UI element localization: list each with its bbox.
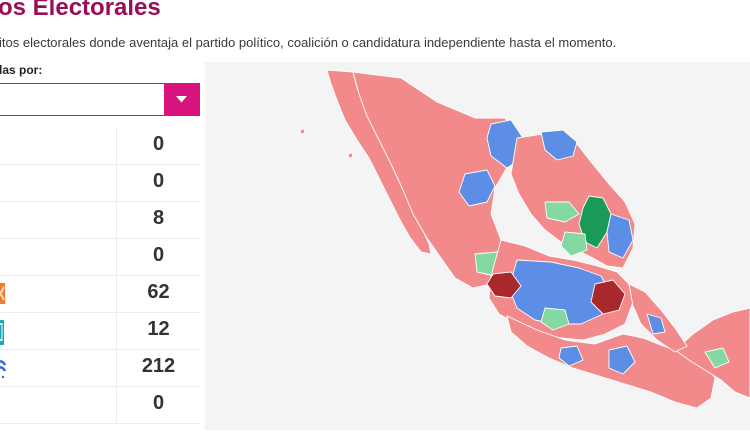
row-value: 212 [117, 355, 200, 378]
caret-down-icon [176, 96, 187, 103]
results-row: 0 [0, 127, 200, 165]
row-value: 0 [117, 244, 200, 267]
row-value: 0 [117, 133, 200, 156]
results-table: 0 0 8 0 62 12 212 [0, 127, 200, 430]
results-row: 0 [0, 238, 200, 276]
page-subtitle: itos electorales donde aventaja el parti… [0, 35, 616, 50]
page-title: os Electorales [0, 0, 161, 22]
results-row: 8 [0, 201, 200, 239]
results-row: 212 [0, 349, 200, 387]
row-value: 0 [117, 392, 200, 415]
mexico-map[interactable] [205, 62, 750, 430]
row-value: 62 [117, 281, 200, 304]
results-row: 0 [0, 386, 200, 424]
results-row: 0 [0, 164, 200, 202]
row-value: 0 [117, 170, 200, 193]
row-value: 12 [117, 318, 200, 341]
party-logo-orange-icon [0, 283, 6, 305]
district-map[interactable] [205, 62, 750, 430]
party-logo-blue-icon [0, 357, 8, 381]
island-1 [301, 130, 304, 133]
filter-label: las por: [0, 63, 42, 77]
results-row: 12 [0, 312, 200, 350]
island-2 [349, 154, 352, 157]
filter-select[interactable] [0, 83, 200, 116]
results-row: 62 [0, 275, 200, 313]
row-value: 8 [117, 207, 200, 230]
filter-toggle-button[interactable] [164, 83, 200, 116]
party-logo-teal-icon [0, 320, 6, 346]
